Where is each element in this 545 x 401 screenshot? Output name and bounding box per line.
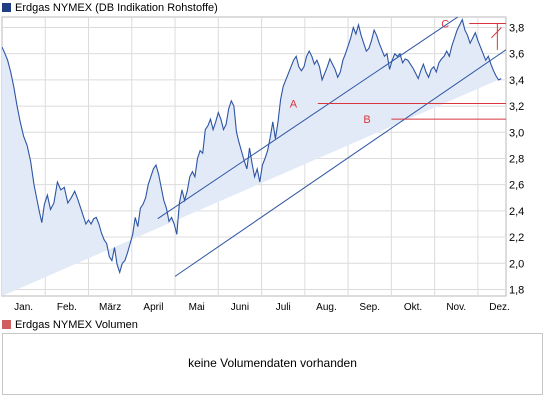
- legend-price-label: Erdgas NYMEX (DB Indikation Rohstoffe): [15, 2, 218, 14]
- x-tick-label-9: Okt.: [404, 302, 422, 313]
- y-tick-label-4: 2,6: [509, 180, 524, 192]
- price-chart: 1,8 2,0 2,2 2,4 2,6 2,8 3,0 3,2 3,4 3,6 3,8 Jan. Feb…: [1, 16, 524, 313]
- y-tick-label-5: 2,8: [509, 153, 524, 165]
- level-label-a: A: [290, 98, 298, 110]
- level-label-c: C: [441, 19, 449, 31]
- x-tick-label-5: Juni: [231, 302, 249, 313]
- legend-price: Erdgas NYMEX (DB Indikation Rohstoffe): [2, 1, 218, 15]
- trend-line-lower: [174, 49, 506, 277]
- x-tick-label-2: März: [99, 302, 121, 313]
- y-tick-label-0: 1,8: [509, 284, 524, 296]
- x-tick-label-0: Jan.: [14, 302, 33, 313]
- legend-price-swatch: [2, 3, 11, 12]
- x-tick-label-4: Mai: [189, 302, 205, 313]
- x-tick-label-3: April: [143, 302, 163, 313]
- price-line: [2, 18, 502, 275]
- y-tick-label-1: 2,0: [509, 258, 524, 270]
- y-tick-label-9: 3,6: [509, 49, 524, 61]
- x-tick-label-1: Feb.: [57, 302, 77, 313]
- x-tick-label-8: Sep.: [359, 302, 380, 313]
- volume-empty-message: keine Volumendaten vorhanden: [188, 356, 357, 370]
- x-tick-label-6: Juli: [276, 302, 291, 313]
- level-label-b: B: [363, 114, 370, 126]
- trend-line-upper: [157, 17, 459, 220]
- y-tick-label-2: 2,2: [509, 232, 524, 244]
- y-tick-label-6: 3,0: [509, 127, 524, 139]
- legend-volume-swatch: [2, 320, 11, 329]
- legend-volume: Erdgas NYMEX Volumen: [2, 318, 138, 332]
- y-tick-label-10: 3,8: [509, 22, 524, 34]
- plot-area: [2, 17, 506, 296]
- legend-volume-label: Erdgas NYMEX Volumen: [15, 319, 138, 331]
- level-annotation-mark: [490, 23, 502, 50]
- y-tick-label-8: 3,4: [509, 75, 524, 87]
- y-tick-label-7: 3,2: [509, 101, 524, 113]
- price-area: [2, 19, 502, 296]
- x-tick-label-11: Dez.: [489, 302, 510, 313]
- x-tick-label-7: Aug.: [316, 302, 337, 313]
- x-tick-label-10: Nov.: [446, 302, 466, 313]
- y-tick-label-3: 2,4: [509, 206, 524, 218]
- volume-panel: keine Volumendaten vorhanden: [2, 333, 543, 395]
